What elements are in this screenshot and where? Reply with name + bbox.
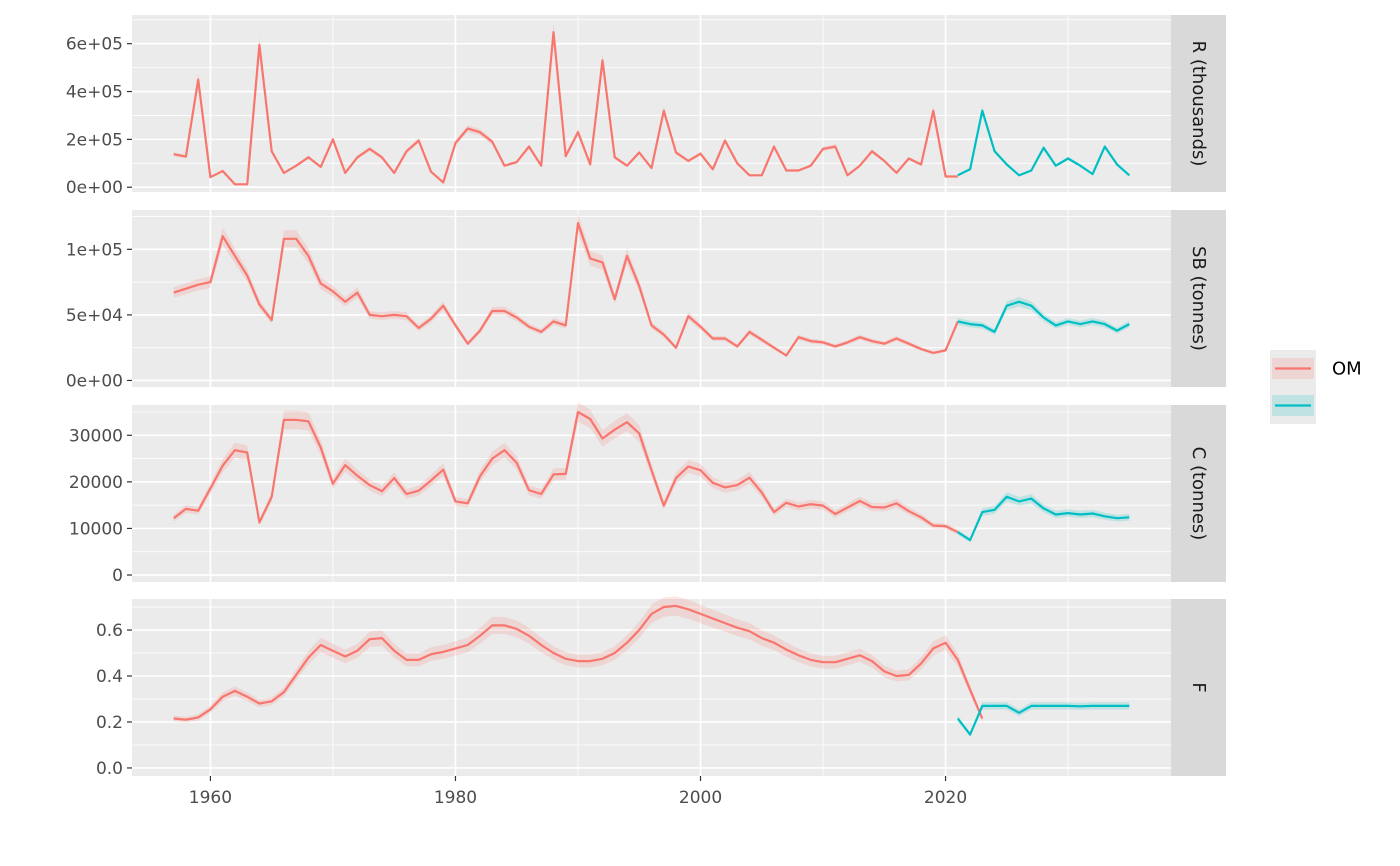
x-tick-label: 2000	[679, 788, 722, 808]
x-tick-label: 2020	[924, 788, 967, 808]
facet-strip	[1171, 405, 1226, 582]
projection-series-line	[957, 109, 1131, 177]
panel-4: 0.0 0.2 0.4 0.6 F	[96, 596, 1226, 779]
y-tick-label: 10000	[69, 519, 123, 539]
projection-series-line	[957, 300, 1130, 333]
y-tick-label: 4e+05	[66, 83, 123, 103]
facet-strip	[1171, 15, 1226, 192]
x-tick-label: 1960	[189, 788, 232, 808]
panel-2: 0e+00 5e+04 1e+05 SB (tonnes)	[66, 210, 1226, 391]
panel-3: 0 10000 20000 30000 C (tonnes)	[69, 402, 1226, 586]
panel-background	[132, 599, 1171, 776]
x-axis: 1960 1980 2000 2020	[189, 776, 967, 808]
facet-strip-label: R (thousands)	[1188, 41, 1209, 167]
chart-panels: 0e+00 2e+05 4e+05 6e+05 R (thousands) 0e+00 5e…	[66, 15, 1226, 779]
om-series-line	[173, 222, 959, 357]
facet-strip	[1171, 210, 1226, 387]
om-series-line	[173, 31, 958, 186]
projection-series-line	[956, 704, 1130, 736]
legend: OM	[1270, 350, 1362, 424]
y-tick-label: 2e+05	[66, 130, 123, 150]
projection-series-line	[957, 495, 1130, 542]
panel-background	[132, 210, 1171, 387]
y-tick-label: 20000	[69, 473, 123, 493]
y-tick-label: 5e+04	[66, 306, 123, 326]
om-series-line	[173, 410, 959, 534]
facet-strip-label: SB (tonnes)	[1188, 246, 1209, 351]
facet-strip-label: F	[1188, 682, 1209, 692]
y-tick-label: 0.2	[96, 713, 123, 733]
y-tick-label: 0e+00	[66, 178, 123, 198]
panel-background	[132, 405, 1171, 582]
om-series-line	[173, 604, 984, 721]
y-tick-label: 6e+05	[66, 35, 123, 55]
y-tick-label: 0	[112, 566, 123, 586]
panel-1: 0e+00 2e+05 4e+05 6e+05 R (thousands)	[66, 15, 1226, 198]
y-tick-label: 0.0	[96, 759, 123, 779]
om-series-interval-band	[173, 596, 983, 723]
y-tick-label: 30000	[69, 426, 123, 446]
legend-label: OM	[1332, 359, 1362, 380]
y-tick-label: 0.4	[96, 667, 123, 687]
y-tick-label: 0.6	[96, 621, 123, 641]
facet-strip	[1171, 599, 1226, 776]
facet-strip-label: C (tonnes)	[1188, 447, 1209, 541]
x-tick-label: 1980	[434, 788, 477, 808]
y-tick-label: 0e+00	[66, 371, 123, 391]
y-tick-label: 1e+05	[66, 240, 123, 260]
